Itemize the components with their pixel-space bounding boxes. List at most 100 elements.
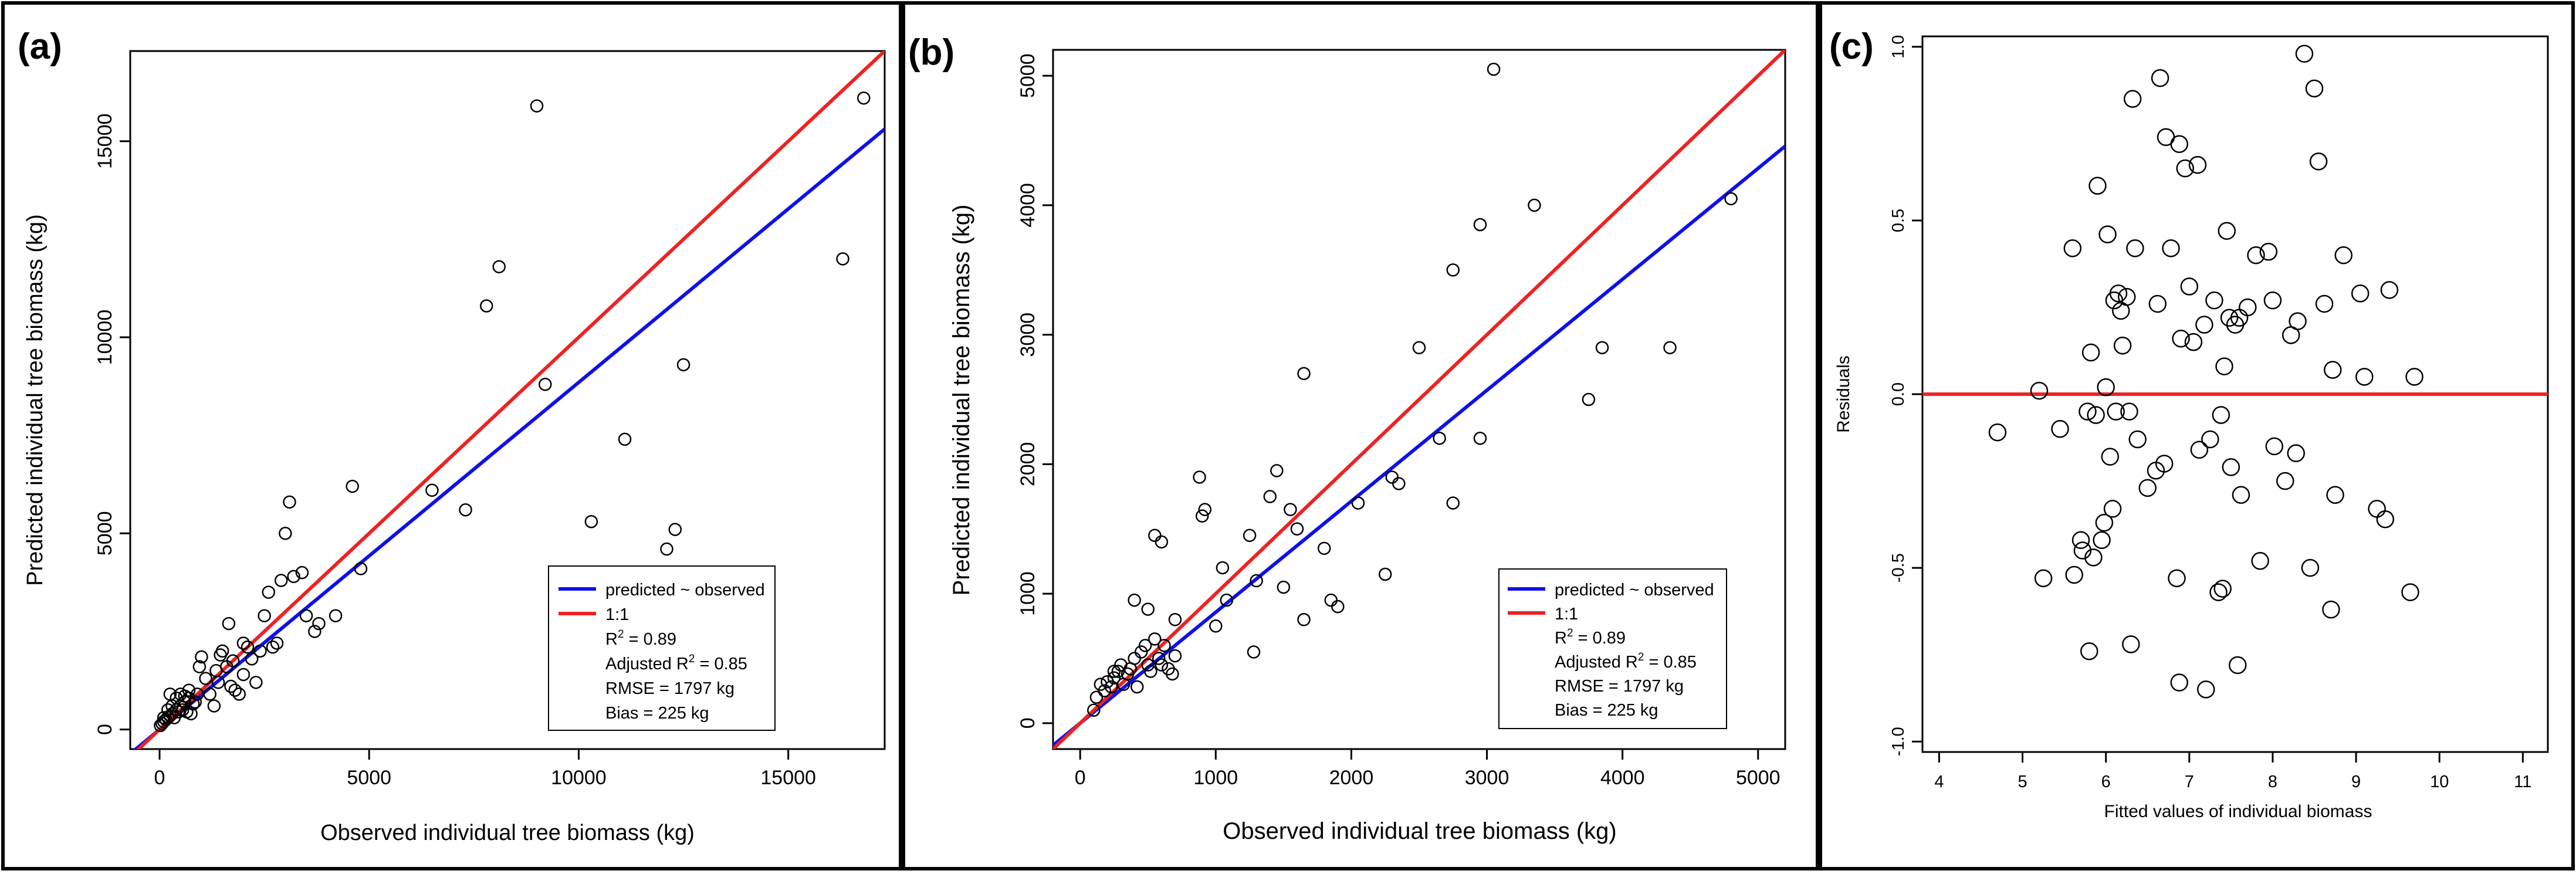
chart-b-legend-entry-1: 1:1 xyxy=(1555,605,1578,624)
data-point xyxy=(2095,513,2114,532)
data-point xyxy=(192,660,207,673)
data-point xyxy=(2376,510,2395,529)
data-point xyxy=(2259,242,2278,261)
data-point xyxy=(2218,222,2236,240)
data-point xyxy=(2220,309,2239,327)
chart-b-r2-text: R xyxy=(1555,629,1567,648)
data-point xyxy=(1270,464,1284,477)
data-point xyxy=(2301,558,2320,577)
superscript-two: 2 xyxy=(618,628,624,641)
chart-b-legend-stat-r2: R2 = 0.89 xyxy=(1555,627,1626,648)
data-point xyxy=(2117,287,2136,306)
chart-b-legend-stat-rmse: RMSE = 1797 kg xyxy=(1555,677,1684,696)
data-point xyxy=(530,99,544,113)
y-tick-label: -0.5 xyxy=(1889,553,1908,582)
data-point xyxy=(2176,159,2194,178)
data-point xyxy=(1130,680,1144,694)
data-point xyxy=(2205,291,2223,310)
data-point xyxy=(2222,458,2240,476)
x-tick-label: 0 xyxy=(1075,767,1086,789)
data-point xyxy=(2289,312,2307,330)
data-point xyxy=(2265,437,2284,456)
data-point xyxy=(2201,430,2219,449)
data-point xyxy=(2276,472,2294,490)
data-point xyxy=(1277,580,1291,594)
data-point xyxy=(1193,470,1206,484)
data-point xyxy=(1216,561,1230,575)
panel-a-label: (a) xyxy=(18,26,62,67)
x-tick-label: 10000 xyxy=(551,767,607,789)
x-tick-label: 2000 xyxy=(1329,767,1374,789)
data-point xyxy=(2322,600,2340,619)
chart-a-y-ticks: 0 5000 10000 15000 xyxy=(94,113,130,735)
data-point xyxy=(2239,298,2257,317)
legend-stat-rest: = 0.85 xyxy=(1644,653,1697,672)
data-point xyxy=(2109,284,2128,303)
data-point xyxy=(459,503,472,517)
data-point xyxy=(1220,593,1234,607)
chart-a-legend-stat-bias: Bias = 225 kg xyxy=(605,704,709,723)
data-point xyxy=(2073,541,2092,560)
data-point xyxy=(228,683,242,697)
data-point xyxy=(2093,531,2111,549)
data-point xyxy=(299,609,313,622)
data-point xyxy=(2324,361,2342,379)
y-tick-label: 0.5 xyxy=(1889,209,1908,232)
chart-a-legend-entry-1: 1:1 xyxy=(605,605,629,624)
data-point xyxy=(2251,552,2269,570)
chart-c-points xyxy=(1988,45,2423,699)
data-point xyxy=(2065,565,2083,584)
chart-a-ylabel: Predicted individual tree biomass (kg) xyxy=(23,214,48,586)
superscript-two: 2 xyxy=(1638,651,1644,663)
data-point xyxy=(676,358,690,372)
data-point xyxy=(2155,455,2174,473)
data-point xyxy=(207,699,221,713)
x-tick-label: 7 xyxy=(2185,773,2194,791)
y-tick-label: 15000 xyxy=(94,113,116,169)
data-point xyxy=(2087,406,2105,424)
data-point xyxy=(157,711,171,724)
data-point xyxy=(1144,665,1157,678)
data-point xyxy=(283,495,296,509)
data-point xyxy=(1317,541,1331,555)
data-point xyxy=(1487,62,1501,76)
data-point xyxy=(584,514,598,529)
data-point xyxy=(2305,79,2324,98)
data-point xyxy=(1168,613,1182,626)
data-point xyxy=(2063,239,2082,258)
data-point xyxy=(266,640,280,654)
data-point xyxy=(2103,500,2122,518)
data-point xyxy=(2184,333,2203,351)
x-tick-label: 8 xyxy=(2268,773,2277,791)
data-point xyxy=(1433,431,1446,445)
data-point xyxy=(1446,496,1460,510)
data-point xyxy=(226,654,240,668)
data-point xyxy=(274,574,288,587)
chart-a-r2-text: R xyxy=(605,630,618,649)
data-point xyxy=(1134,645,1148,659)
data-point xyxy=(1473,218,1487,232)
panel-b-frame xyxy=(902,1,1819,870)
y-tick-label: 0 xyxy=(1017,717,1039,729)
data-point xyxy=(2079,402,2097,421)
x-tick-label: 1000 xyxy=(1194,767,1238,789)
data-point xyxy=(295,565,309,580)
chart-b-plot-box xyxy=(1052,49,1786,750)
chart-a-lines xyxy=(133,51,885,749)
fit-line-predicted-observed xyxy=(1053,144,1785,747)
legend-stat-rest: = 0.89 xyxy=(624,630,677,649)
data-point xyxy=(224,679,238,693)
data-point xyxy=(492,260,506,273)
data-point xyxy=(354,562,368,575)
chart-a-legend-stat-adj: Adjusted R2 = 0.85 xyxy=(605,653,747,673)
data-point xyxy=(161,711,175,724)
y-tick-label: 0.0 xyxy=(1889,382,1908,406)
chart-b-adj-text: Adjusted R xyxy=(1555,653,1638,672)
data-point xyxy=(2309,152,2328,171)
chart-b-y-ticks: 0 1000 2000 3000 4000 5000 xyxy=(1017,53,1053,729)
data-point xyxy=(660,542,673,556)
chart-a-legend-box xyxy=(548,565,776,731)
chart-a-xlabel: Observed individual tree biomass (kg) xyxy=(320,821,695,845)
chart-c-ylabel: Residuals xyxy=(1834,355,1853,433)
data-point xyxy=(2213,580,2232,598)
